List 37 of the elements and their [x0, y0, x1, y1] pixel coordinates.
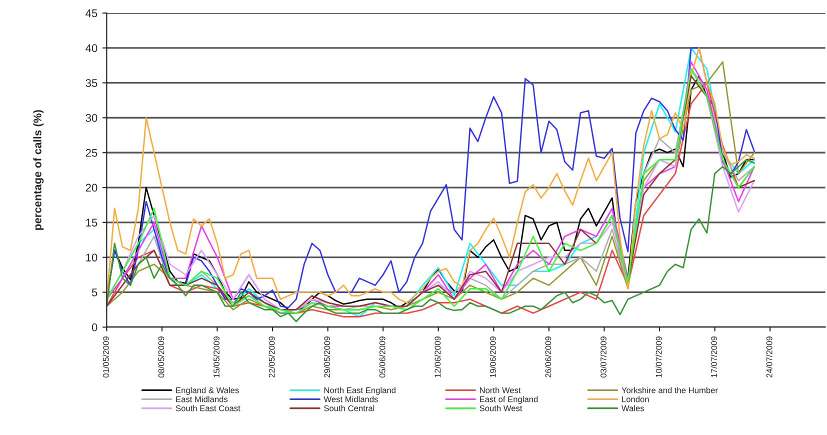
legend-label: North East England [324, 387, 396, 395]
y-tick-label: 20 [86, 184, 98, 192]
y-tick-label: 40 [86, 44, 98, 52]
legend-label: London [622, 396, 649, 402]
x-tick-label: 01/05/2009 [102, 336, 109, 378]
x-tick-label: 26/06/2009 [545, 336, 552, 378]
x-tick-label: 15/05/2009 [213, 336, 220, 378]
legend-label: East of England [480, 396, 538, 404]
x-tick-label: 08/05/2009 [158, 336, 164, 378]
y-tick-label: 30 [86, 114, 98, 122]
y-tick-label: 5 [92, 288, 98, 296]
legend-label: Yorkshire and the Humber [622, 387, 718, 394]
y-tick-label: 25 [86, 148, 98, 157]
x-tick-label: 19/06/2009 [490, 336, 496, 378]
y-tick-label: 10 [86, 254, 98, 262]
legend-label: West Midlands [324, 396, 378, 402]
y-tick-label: 0 [92, 323, 98, 332]
legend-label: Wales [622, 405, 644, 412]
y-tick-label: 35 [86, 79, 98, 87]
y-tick-label: 15 [86, 218, 98, 227]
legend-label: South East Coast [176, 405, 240, 412]
legend-label: England & Wales [176, 387, 239, 395]
x-tick-label: 24/07/2009 [766, 336, 772, 378]
x-tick-label: 22/05/2009 [268, 336, 275, 378]
legend-label: North West [480, 387, 521, 394]
legend-label: South Central [324, 405, 374, 412]
x-tick-label: 03/07/2009 [600, 336, 606, 378]
x-tick-label: 05/06/2009 [379, 336, 386, 378]
y-axis-title: percentage of calls (%) [33, 110, 44, 230]
x-tick-label: 12/06/2009 [434, 336, 441, 378]
x-tick-label: 17/07/2009 [710, 336, 718, 378]
y-tick-label: 45 [86, 9, 98, 18]
legend-label: South West [480, 405, 522, 412]
x-tick-label: 10/07/2009 [656, 336, 662, 378]
x-tick-label: 29/05/2009 [324, 336, 330, 378]
line-series [106, 158, 755, 322]
legend-label: East Midlands [176, 396, 228, 402]
